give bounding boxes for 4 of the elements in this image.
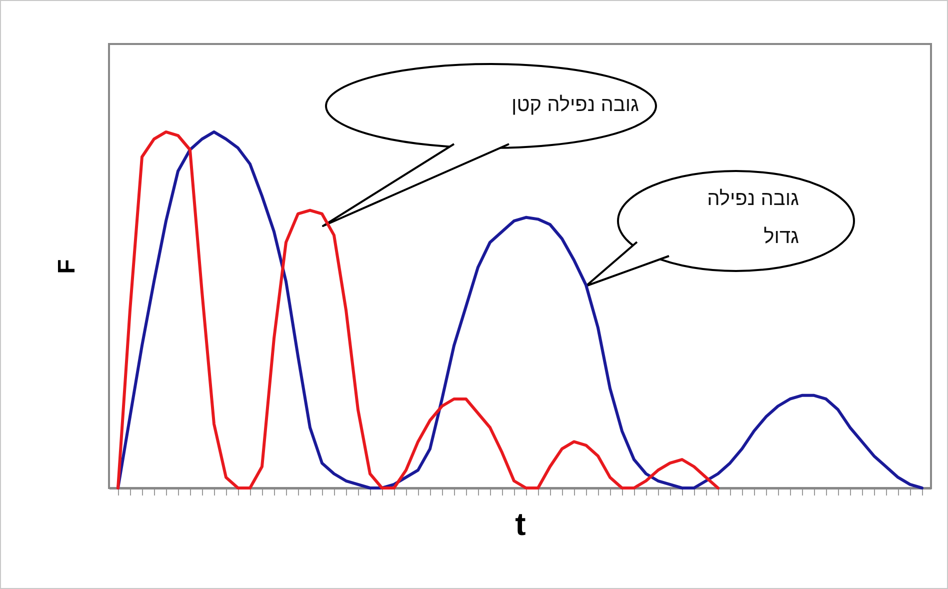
annotation: גובה נפילה גדול bbox=[706, 187, 799, 250]
y-axis-title: F bbox=[54, 259, 80, 274]
x-axis-title: t bbox=[515, 506, 526, 542]
text: גובה נפילה קטן bbox=[510, 93, 639, 118]
